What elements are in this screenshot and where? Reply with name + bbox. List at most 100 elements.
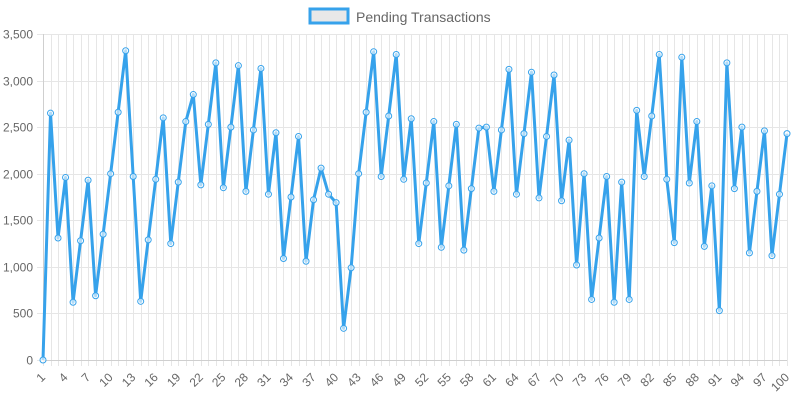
data-point[interactable] (77, 237, 85, 245)
data-point[interactable] (550, 71, 558, 79)
data-point[interactable] (415, 240, 423, 248)
data-point[interactable] (618, 178, 626, 186)
data-point[interactable] (332, 199, 340, 207)
data-point[interactable] (107, 170, 115, 178)
data-point[interactable] (603, 173, 611, 181)
data-point[interactable] (655, 50, 663, 58)
data-point[interactable] (437, 243, 445, 251)
data-point[interactable] (520, 130, 528, 138)
data-point[interactable] (99, 230, 107, 238)
data-point[interactable] (385, 112, 393, 120)
legend-swatch[interactable] (308, 7, 350, 25)
legend[interactable]: Pending Transactions (308, 7, 491, 25)
data-point[interactable] (670, 239, 678, 247)
data-point[interactable] (745, 249, 753, 257)
data-point[interactable] (84, 176, 92, 184)
data-point[interactable] (760, 127, 768, 135)
data-point[interactable] (279, 254, 287, 262)
data-point[interactable] (512, 190, 520, 198)
data-point[interactable] (700, 242, 708, 250)
data-point[interactable] (174, 178, 182, 186)
data-point[interactable] (144, 236, 152, 244)
data-point[interactable] (392, 50, 400, 58)
data-point[interactable] (693, 118, 701, 126)
data-point[interactable] (54, 234, 62, 242)
data-point[interactable] (527, 68, 535, 76)
data-point[interactable] (47, 109, 55, 117)
data-point[interactable] (340, 324, 348, 332)
data-point[interactable] (783, 130, 791, 138)
data-point[interactable] (580, 170, 588, 178)
data-point[interactable] (325, 190, 333, 198)
data-point[interactable] (167, 240, 175, 248)
data-point[interactable] (234, 62, 242, 70)
data-point[interactable] (129, 173, 137, 181)
data-point[interactable] (227, 123, 235, 131)
data-point[interactable] (347, 264, 355, 272)
data-point[interactable] (302, 257, 310, 265)
data-point[interactable] (573, 261, 581, 269)
data-point[interactable] (310, 196, 318, 204)
data-point[interactable] (295, 132, 303, 140)
data-point[interactable] (475, 124, 483, 132)
data-point[interactable] (219, 184, 227, 192)
data-point[interactable] (633, 106, 641, 114)
data-point[interactable] (445, 182, 453, 190)
data-point[interactable] (204, 120, 212, 128)
data-point[interactable] (543, 132, 551, 140)
data-point[interactable] (505, 65, 513, 73)
data-point[interactable] (114, 108, 122, 116)
data-point[interactable] (715, 307, 723, 315)
data-point[interactable] (69, 298, 77, 306)
data-point[interactable] (152, 175, 160, 183)
data-point[interactable] (272, 129, 280, 137)
data-point[interactable] (768, 252, 776, 260)
data-point[interactable] (212, 59, 220, 67)
data-point[interactable] (377, 173, 385, 181)
data-point[interactable] (730, 185, 738, 193)
data-point[interactable] (249, 126, 257, 134)
data-point[interactable] (452, 120, 460, 128)
data-point[interactable] (39, 356, 47, 364)
data-point[interactable] (588, 295, 596, 303)
data-point[interactable] (467, 185, 475, 193)
data-point[interactable] (182, 118, 190, 126)
data-point[interactable] (640, 173, 648, 181)
data-point[interactable] (663, 175, 671, 183)
data-point[interactable] (482, 123, 490, 131)
data-point[interactable] (422, 179, 430, 187)
data-point[interactable] (648, 112, 656, 120)
data-point[interactable] (678, 53, 686, 61)
data-point[interactable] (317, 164, 325, 172)
data-point[interactable] (407, 115, 415, 123)
data-point[interactable] (708, 182, 716, 190)
legend-label[interactable]: Pending Transactions (356, 9, 491, 25)
data-point[interactable] (137, 297, 145, 305)
data-point[interactable] (242, 187, 250, 195)
data-point[interactable] (400, 175, 408, 183)
data-point[interactable] (257, 64, 265, 72)
data-point[interactable] (264, 190, 272, 198)
data-point[interactable] (723, 59, 731, 67)
data-point[interactable] (460, 246, 468, 254)
data-point[interactable] (685, 179, 693, 187)
data-point[interactable] (535, 194, 543, 202)
data-point[interactable] (490, 187, 498, 195)
data-point[interactable] (92, 292, 100, 300)
data-point[interactable] (565, 136, 573, 144)
data-point[interactable] (159, 114, 167, 122)
data-point[interactable] (362, 108, 370, 116)
data-point[interactable] (775, 190, 783, 198)
data-point[interactable] (497, 126, 505, 134)
data-point[interactable] (625, 295, 633, 303)
data-point[interactable] (355, 170, 363, 178)
data-point[interactable] (122, 47, 130, 55)
data-point[interactable] (430, 118, 438, 126)
data-point[interactable] (62, 173, 70, 181)
data-point[interactable] (610, 298, 618, 306)
data-point[interactable] (738, 123, 746, 131)
data-point[interactable] (753, 187, 761, 195)
data-point[interactable] (595, 234, 603, 242)
data-point[interactable] (558, 197, 566, 205)
data-point[interactable] (287, 193, 295, 201)
